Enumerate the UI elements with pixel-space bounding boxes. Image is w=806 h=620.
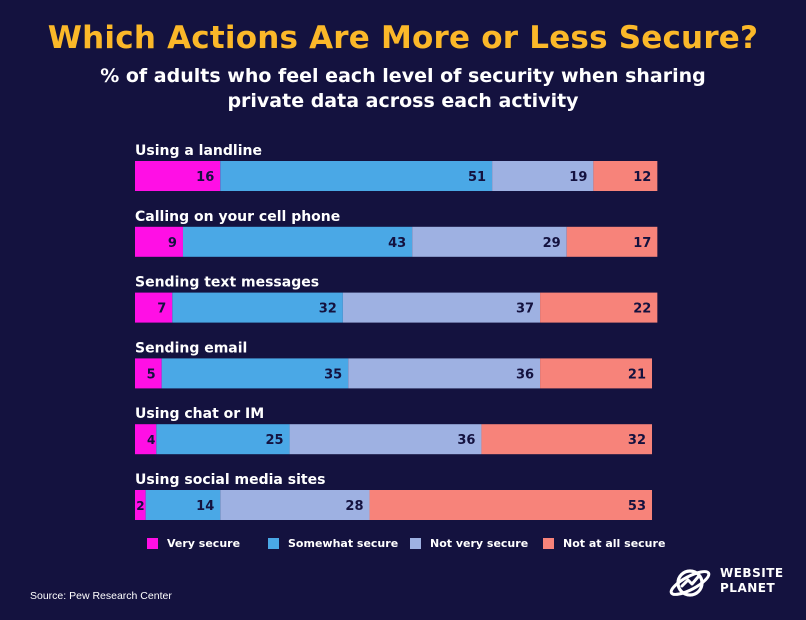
bar-using-a-landline-very-secure	[135, 161, 221, 191]
value-label-sending-email-very-secure: 5	[147, 367, 156, 382]
bar-using-social-media-sites-somewhat-secure	[145, 490, 221, 520]
value-label-calling-on-your-cell-phone-not-at-all-secure: 17	[633, 236, 651, 251]
value-label-calling-on-your-cell-phone-somewhat-secure: 43	[388, 236, 406, 251]
chart-title: Which Actions Are More or Less Secure?	[47, 20, 759, 56]
value-label-using-a-landline-very-secure: 16	[196, 170, 214, 185]
value-label-sending-email-somewhat-secure: 35	[324, 367, 342, 382]
bar-using-social-media-sites-not-at-all-secure	[369, 490, 653, 520]
category-label-calling-on-your-cell-phone: Calling on your cell phone	[135, 209, 340, 225]
value-label-sending-text-messages-somewhat-secure: 32	[319, 302, 337, 317]
legend-label-not-very-secure: Not very secure	[430, 537, 529, 550]
bar-using-chat-or-im-very-secure	[135, 424, 157, 455]
logo-wordmark: WEBSITE PLANET	[720, 566, 784, 596]
value-label-using-chat-or-im-somewhat-secure: 25	[265, 433, 283, 448]
bar-using-a-landline-somewhat-secure	[220, 161, 493, 191]
legend-label-very-secure: Very secure	[167, 537, 241, 550]
value-label-using-a-landline-not-at-all-secure: 12	[633, 170, 651, 185]
bar-using-chat-or-im-not-at-all-secure	[481, 424, 653, 455]
bar-sending-email-not-at-all-secure	[540, 358, 653, 389]
bar-calling-on-your-cell-phone-somewhat-secure	[182, 226, 413, 257]
value-label-sending-email-not-very-secure: 36	[516, 367, 534, 382]
category-label-sending-email: Sending email	[135, 340, 247, 356]
logo-line-1: WEBSITE	[720, 566, 784, 580]
legend-label-not-at-all-secure: Not at all secure	[563, 537, 666, 550]
bar-sending-email-very-secure	[135, 358, 162, 389]
value-label-using-chat-or-im-very-secure: 4	[147, 433, 155, 447]
bar-sending-text-messages-not-very-secure	[342, 292, 541, 323]
value-label-calling-on-your-cell-phone-not-very-secure: 29	[543, 236, 561, 251]
legend-swatch-not-very-secure	[410, 538, 421, 549]
bar-sending-text-messages-not-at-all-secure	[540, 292, 658, 323]
legend-label-somewhat-secure: Somewhat secure	[288, 537, 399, 550]
logo-line-2: PLANET	[720, 581, 776, 595]
bar-using-a-landline-not-very-secure	[492, 161, 594, 191]
bar-sending-email-not-very-secure	[348, 358, 541, 389]
bar-calling-on-your-cell-phone-very-secure	[135, 226, 183, 257]
value-label-using-chat-or-im-not-at-all-secure: 32	[628, 433, 646, 448]
bar-sending-email-somewhat-secure	[161, 358, 349, 389]
legend-swatch-somewhat-secure	[268, 538, 279, 549]
category-label-sending-text-messages: Sending text messages	[135, 275, 319, 291]
value-label-using-social-media-sites-not-at-all-secure: 53	[628, 499, 646, 514]
legend-swatch-very-secure	[147, 538, 158, 549]
value-label-sending-text-messages-not-very-secure: 37	[516, 302, 534, 317]
category-label-using-chat-or-im: Using chat or IM	[135, 406, 264, 422]
value-label-sending-text-messages-very-secure: 7	[157, 302, 166, 317]
bar-calling-on-your-cell-phone-not-at-all-secure	[566, 226, 658, 257]
legend-swatch-not-at-all-secure	[543, 538, 554, 549]
bar-using-a-landline-not-at-all-secure	[593, 161, 658, 191]
value-label-calling-on-your-cell-phone-very-secure: 9	[168, 236, 177, 251]
bar-sending-text-messages-somewhat-secure	[172, 292, 343, 323]
value-label-using-social-media-sites-very-secure: 2	[136, 499, 144, 513]
website-planet-logo: WEBSITE PLANET	[668, 564, 783, 600]
chart-subtitle: % of adults who feel each level of secur…	[100, 65, 706, 112]
value-label-using-chat-or-im-not-very-secure: 36	[457, 433, 475, 448]
bar-using-social-media-sites-not-very-secure	[220, 490, 370, 520]
value-label-using-a-landline-not-very-secure: 19	[569, 170, 587, 185]
value-label-using-a-landline-somewhat-secure: 51	[468, 170, 486, 185]
stacked-bar-chart: Using a landline 16 51 19 12 Calling on your …	[135, 143, 658, 520]
bar-calling-on-your-cell-phone-not-very-secure	[412, 226, 567, 257]
value-label-sending-email-not-at-all-secure: 21	[628, 367, 646, 382]
source-note: Source: Pew Research Center	[30, 590, 172, 602]
bar-sending-text-messages-very-secure	[135, 292, 173, 323]
bar-using-chat-or-im-somewhat-secure	[156, 424, 290, 455]
bar-using-chat-or-im-not-very-secure	[289, 424, 482, 455]
value-label-using-social-media-sites-not-very-secure: 28	[345, 499, 363, 514]
planet-icon	[669, 569, 711, 597]
bar-using-social-media-sites-very-secure	[135, 490, 146, 520]
category-label-using-social-media-sites: Using social media sites	[135, 472, 325, 488]
value-label-using-social-media-sites-somewhat-secure: 14	[196, 499, 214, 514]
category-label-using-a-landline: Using a landline	[135, 143, 262, 159]
value-label-sending-text-messages-not-at-all-secure: 22	[633, 302, 651, 317]
